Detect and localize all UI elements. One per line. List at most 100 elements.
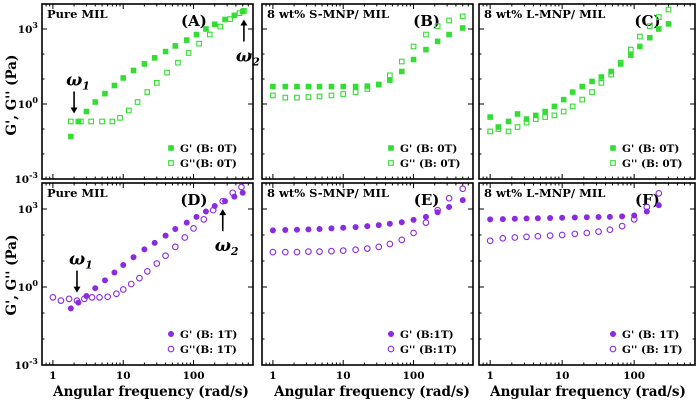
panel-letter: (D) xyxy=(180,191,207,209)
y-tick-exponent: 0 xyxy=(32,278,38,288)
data-point xyxy=(209,206,217,214)
data-point xyxy=(282,227,289,234)
omega-symbol: ω xyxy=(69,250,85,270)
data-point xyxy=(608,68,615,75)
data-point xyxy=(119,286,127,293)
x-tick-label: 10 xyxy=(555,370,570,382)
data-point xyxy=(130,254,137,261)
panel-title: 8 wt% L-MNP/ MIL xyxy=(484,186,605,200)
data-point xyxy=(551,112,558,119)
data-point xyxy=(637,43,643,50)
y-tick-base: 10 xyxy=(18,99,33,111)
data-point xyxy=(340,224,347,231)
legend-marker xyxy=(168,331,174,337)
data-point xyxy=(422,213,429,220)
data-point xyxy=(340,91,347,97)
data-point xyxy=(499,234,507,242)
data-point xyxy=(227,16,233,22)
legend-marker xyxy=(167,345,175,353)
panel-title: 8 wt% S-MNP/ MIL xyxy=(267,186,389,200)
data-point xyxy=(569,103,576,110)
data-point xyxy=(598,74,605,80)
legend-marker xyxy=(168,160,174,166)
data-point xyxy=(656,26,662,32)
data-point xyxy=(579,83,586,90)
data-point xyxy=(202,208,209,215)
data-point xyxy=(281,248,289,256)
data-point xyxy=(305,83,312,90)
data-point xyxy=(364,86,371,92)
data-point xyxy=(171,243,179,251)
arrow-head xyxy=(73,286,81,293)
legend-label: G' (B:1T) xyxy=(400,329,454,341)
data-point xyxy=(583,229,591,237)
data-point xyxy=(511,215,518,222)
data-point xyxy=(117,114,123,121)
panel-letter: (A) xyxy=(181,12,207,30)
data-point xyxy=(316,93,323,100)
data-point xyxy=(144,89,151,95)
data-point xyxy=(410,43,417,50)
omega-symbol: ω xyxy=(215,236,231,256)
data-point xyxy=(241,8,247,14)
omega-annotation: ω2 xyxy=(236,19,260,69)
y-tick-exponent: -3 xyxy=(29,170,38,180)
data-point xyxy=(446,17,452,24)
data-point xyxy=(293,248,301,256)
data-point xyxy=(73,297,81,304)
data-point xyxy=(375,81,382,88)
data-point xyxy=(487,128,494,135)
omega-subscript: 1 xyxy=(82,79,90,92)
data-point xyxy=(67,305,74,312)
data-point xyxy=(523,233,530,241)
data-point xyxy=(183,219,190,226)
data-point xyxy=(203,26,209,32)
data-point xyxy=(111,269,118,276)
data-point xyxy=(92,285,99,292)
data-point xyxy=(352,224,359,231)
data-point xyxy=(352,246,359,254)
data-point xyxy=(559,214,566,221)
panel-frame xyxy=(41,3,254,180)
panel-letter: (B) xyxy=(413,12,440,30)
legend-marker xyxy=(610,331,616,337)
data-point xyxy=(459,25,466,31)
panel-b: 8 wt% S-MNP/ MIL (B) G' (B: 0T) G'' (B: 0T) xyxy=(261,3,474,180)
data-point xyxy=(328,247,335,255)
omega-subscript: 1 xyxy=(85,259,93,272)
omega-symbol: ω xyxy=(66,70,82,90)
data-point xyxy=(446,203,453,210)
data-point xyxy=(211,21,218,28)
data-point xyxy=(446,31,452,38)
data-point xyxy=(617,59,624,66)
data-point xyxy=(328,83,335,90)
panel-title: Pure MIL xyxy=(47,7,108,21)
omega-label: ω2 xyxy=(215,236,239,258)
data-point xyxy=(269,227,276,234)
panel-letter: (E) xyxy=(414,191,440,209)
data-point xyxy=(316,226,323,233)
data-point xyxy=(206,31,213,38)
legend-marker xyxy=(388,145,394,151)
data-point xyxy=(618,222,626,230)
arrow-head xyxy=(219,209,227,216)
data-point xyxy=(68,133,74,140)
data-point xyxy=(532,112,539,119)
panel-c: 8 wt% L-MNP/ MIL (C) G' (B: 0T) G'' (B: 0T) xyxy=(478,3,696,180)
data-point xyxy=(434,209,441,216)
data-point xyxy=(595,214,602,221)
panel-f: 1 10 100 8 wt% L-MNP/ MIL (F) G' (B: 1T) G'' (… xyxy=(478,182,696,382)
data-point xyxy=(505,118,512,125)
data-point xyxy=(238,183,245,191)
data-point xyxy=(375,222,382,229)
data-point xyxy=(398,58,405,65)
data-point xyxy=(316,83,323,90)
data-point xyxy=(619,213,626,220)
data-point xyxy=(125,107,132,114)
data-point xyxy=(239,189,246,196)
data-point xyxy=(617,61,624,67)
data-point xyxy=(239,8,246,15)
data-point xyxy=(434,206,441,214)
